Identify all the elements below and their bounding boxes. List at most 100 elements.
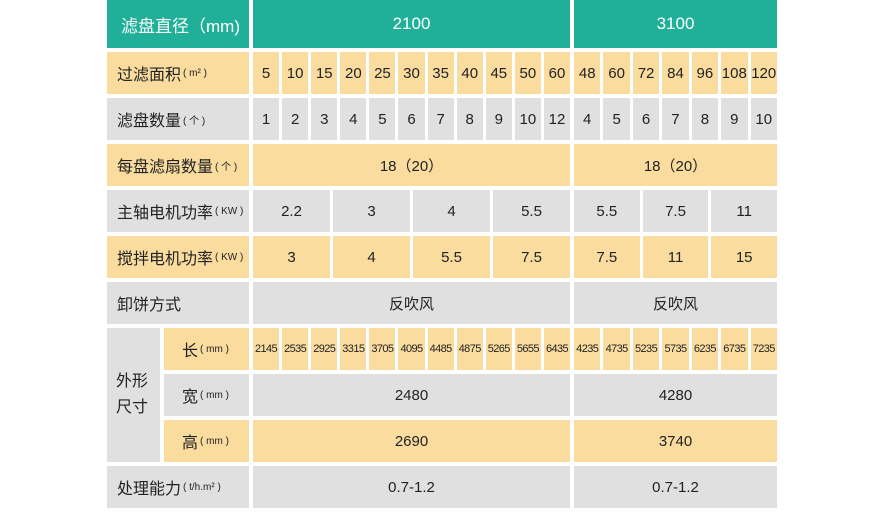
value-cell: 5265 xyxy=(485,328,512,370)
value-cell: 4875 xyxy=(456,328,483,370)
row-label: 每盘滤扇数量 xyxy=(117,159,214,176)
value-cell: 18（20） xyxy=(253,144,570,186)
value-cell: 10 xyxy=(282,52,309,94)
value-cell: 30 xyxy=(398,52,425,94)
value-cell: 6735 xyxy=(721,328,748,370)
unit: ( t/h.m² ) xyxy=(183,481,221,493)
value-cell: 7.5 xyxy=(493,236,570,278)
value-cell: 2690 xyxy=(253,420,570,462)
capacity-row: 处理能力( t/h.m² ) 0.7-1.2 0.7-1.2 xyxy=(107,466,777,508)
value-cell: 3740 xyxy=(574,420,777,462)
height-row: 高( mm ) 2690 3740 xyxy=(164,420,777,462)
value-cell: 5235 xyxy=(632,328,660,370)
value-cell: 4280 xyxy=(574,374,777,416)
value-cell: 6 xyxy=(632,98,660,140)
value-cell: 50 xyxy=(514,52,541,94)
value-cell: 4 xyxy=(574,98,601,140)
value-cell: 11 xyxy=(642,236,709,278)
value-cell: 9 xyxy=(721,98,748,140)
value-cell: 7 xyxy=(427,98,454,140)
value-cell: 84 xyxy=(662,52,689,94)
unit: ( KW ) xyxy=(215,251,244,263)
unit: ( KW ) xyxy=(215,205,244,217)
value-cell: 5 xyxy=(369,98,396,140)
unit: ( 个 ) xyxy=(183,115,206,127)
discharge-row: 卸饼方式 反吹风 反吹风 xyxy=(107,282,777,324)
row-label: 卸饼方式 xyxy=(117,297,182,314)
value-cell: 1 xyxy=(253,98,280,140)
value-cell: 4 xyxy=(333,236,410,278)
value-cell: 60 xyxy=(603,52,630,94)
value-cell: 2480 xyxy=(253,374,570,416)
value-cell: 120 xyxy=(750,52,777,94)
value-cell: 4095 xyxy=(398,328,425,370)
value-cell: 4485 xyxy=(427,328,454,370)
value-cell: 0.7-1.2 xyxy=(574,466,777,508)
value-cell: 4235 xyxy=(574,328,601,370)
unit: ( mm ) xyxy=(200,389,229,401)
unit: ( m² ) xyxy=(183,67,207,79)
value-cell: 35 xyxy=(427,52,454,94)
value-cell: 2.2 xyxy=(253,190,330,232)
value-cell: 11 xyxy=(711,190,778,232)
width-row: 宽( mm ) 2480 4280 xyxy=(164,374,777,416)
value-cell: 2145 xyxy=(253,328,280,370)
value-cell: 7 xyxy=(662,98,689,140)
value-cell: 96 xyxy=(691,52,719,94)
value-cell: 15 xyxy=(311,52,338,94)
value-cell: 3 xyxy=(333,190,410,232)
value-cell: 7.5 xyxy=(574,236,640,278)
unit: ( 个 ) xyxy=(215,161,238,173)
value-cell: 4 xyxy=(413,190,490,232)
value-cell: 5 xyxy=(603,98,630,140)
value-cell: 45 xyxy=(485,52,512,94)
header-label: 滤盘直径（mm) xyxy=(107,0,249,48)
value-cell: 48 xyxy=(574,52,601,94)
value-cell: 60 xyxy=(543,52,571,94)
header-3100: 3100 xyxy=(574,0,777,48)
value-cell: 9 xyxy=(485,98,512,140)
dimensions-label: 外形 尺寸 xyxy=(107,328,160,462)
value-cell: 3 xyxy=(311,98,338,140)
value-cell: 3315 xyxy=(340,328,367,370)
mixer-motor-row: 搅拌电机功率( KW ) 3 4 5.5 7.5 7.5 11 15 xyxy=(107,236,778,278)
row-label: 处理能力 xyxy=(117,481,182,498)
row-label: 滤盘数量 xyxy=(117,113,182,130)
row-label: 主轴电机功率 xyxy=(117,205,214,222)
value-cell: 25 xyxy=(369,52,396,94)
value-cell: 8 xyxy=(456,98,483,140)
value-cell: 40 xyxy=(456,52,483,94)
area-row: 过滤面积( m² ) 5 10 15 20 25 30 35 40 45 50 60 48 60 72 84… xyxy=(107,52,777,94)
value-cell: 7.5 xyxy=(642,190,709,232)
value-cell: 0.7-1.2 xyxy=(253,466,570,508)
main-motor-row: 主轴电机功率( KW ) 2.2 3 4 5.5 5.5 7.5 11 xyxy=(107,190,778,232)
value-cell: 12 xyxy=(543,98,571,140)
value-cell: 5.5 xyxy=(574,190,640,232)
value-cell: 72 xyxy=(632,52,660,94)
value-cell: 5655 xyxy=(514,328,541,370)
value-cell: 3705 xyxy=(369,328,396,370)
value-cell: 8 xyxy=(691,98,719,140)
value-cell: 2535 xyxy=(282,328,309,370)
header-2100: 2100 xyxy=(253,0,570,48)
value-cell: 2925 xyxy=(311,328,338,370)
value-cell: 4 xyxy=(340,98,367,140)
value-cell: 6235 xyxy=(691,328,719,370)
value-cell: 5.5 xyxy=(493,190,570,232)
header-row: 滤盘直径（mm) 2100 3100 xyxy=(107,0,777,48)
unit: ( mm ) xyxy=(200,435,229,447)
value-cell: 反吹风 xyxy=(574,282,777,324)
value-cell: 7235 xyxy=(750,328,777,370)
value-cell: 3 xyxy=(253,236,330,278)
row-label: 宽 xyxy=(182,389,199,406)
value-cell: 18（20） xyxy=(574,144,777,186)
value-cell: 6 xyxy=(398,98,425,140)
value-cell: 10 xyxy=(514,98,541,140)
value-cell: 6435 xyxy=(543,328,571,370)
row-label: 高 xyxy=(182,435,199,452)
unit: ( mm ) xyxy=(200,343,229,355)
row-label: 长 xyxy=(182,343,199,360)
row-label: 过滤面积 xyxy=(117,67,182,84)
count-row: 滤盘数量( 个 ) 1 2 3 4 5 6 7 8 9 10 12 4 5 6 7 8 9 10 xyxy=(107,98,777,140)
value-cell: 10 xyxy=(750,98,777,140)
